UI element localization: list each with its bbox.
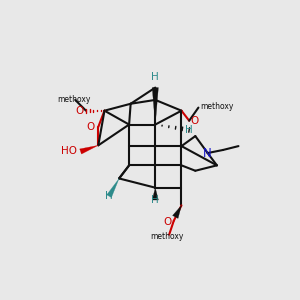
Text: methoxy: methoxy (150, 232, 184, 241)
Polygon shape (152, 88, 158, 124)
Polygon shape (152, 188, 158, 200)
Polygon shape (80, 145, 98, 154)
Polygon shape (172, 206, 182, 218)
Text: O: O (86, 122, 94, 132)
Text: H: H (152, 195, 159, 205)
Text: H: H (152, 72, 159, 82)
Text: methoxy: methoxy (57, 94, 90, 103)
Polygon shape (107, 178, 119, 197)
Text: O: O (163, 217, 172, 227)
Text: H: H (105, 191, 113, 201)
Text: H: H (185, 125, 193, 135)
Text: N: N (203, 146, 212, 160)
Text: O: O (191, 116, 199, 126)
Text: HO: HO (61, 146, 77, 157)
Text: O: O (75, 106, 84, 116)
Text: methoxy: methoxy (200, 102, 233, 111)
